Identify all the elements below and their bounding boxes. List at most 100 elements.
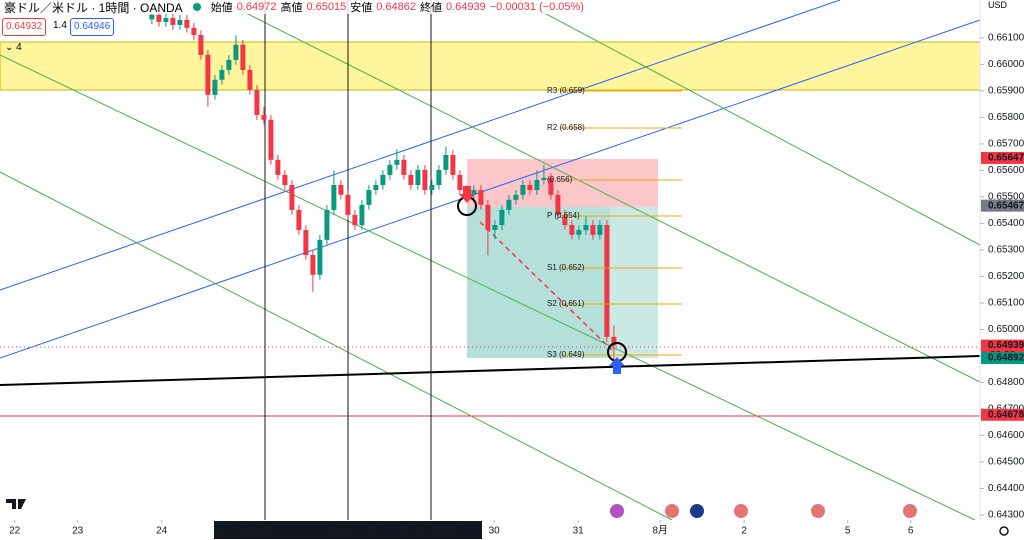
- time-label: 4-07-29 (月): [398, 525, 452, 537]
- candle-body: [422, 169, 428, 191]
- price-label: 0.65647: [988, 153, 1024, 164]
- pivot-label: R3 (0.659): [547, 86, 585, 95]
- change: −0.00031 (−0.05%): [489, 1, 584, 13]
- x-tick-label: 2: [741, 526, 747, 537]
- candle-body: [485, 204, 491, 231]
- candle-body: [198, 34, 204, 55]
- resistance-zone: [0, 41, 981, 91]
- event-icon[interactable]: [811, 504, 825, 518]
- candle-body: [590, 225, 596, 235]
- trend-line: [0, 355, 981, 386]
- candle-body: [436, 169, 442, 185]
- x-tick-label: 24: [156, 526, 168, 537]
- candle-body: [261, 115, 267, 120]
- candle-body: [478, 190, 484, 205]
- candle-body: [324, 209, 330, 240]
- ohlc-value: 0.64972: [236, 1, 277, 13]
- candle-body: [226, 59, 232, 70]
- event-icon[interactable]: [690, 504, 704, 518]
- buy-arrow: [609, 357, 625, 374]
- candle-body: [303, 230, 309, 255]
- path-line: [479, 221, 613, 351]
- candle-body: [387, 164, 393, 175]
- logo: [6, 499, 26, 509]
- candle-body: [506, 199, 512, 210]
- price-label: 0.64678: [988, 409, 1024, 420]
- x-tick-label: 22: [9, 526, 21, 537]
- x-tick-label: 30: [489, 526, 501, 537]
- candle-body: [492, 225, 498, 231]
- candle-body: [184, 19, 190, 28]
- event-icon[interactable]: [903, 504, 917, 518]
- candle-body: [611, 336, 617, 346]
- candle-body: [415, 169, 421, 185]
- time-label: 06:00: [456, 526, 481, 537]
- channel-line: [0, 54, 976, 521]
- price-label-box: [981, 408, 1024, 421]
- candle-body: [149, 14, 155, 20]
- candle-body: [233, 44, 239, 60]
- x-tick-label: 8月: [652, 525, 668, 537]
- indicator-toggle[interactable]: ⌄ 4: [5, 42, 22, 53]
- candle-body: [604, 225, 610, 337]
- annotations: [457, 186, 627, 374]
- candle-body: [583, 225, 589, 231]
- sell-button[interactable]: 0.64932: [2, 18, 47, 36]
- pivot-label: R2 (0.658): [547, 123, 585, 132]
- candle-body: [499, 209, 505, 226]
- candle-body: [443, 155, 449, 170]
- candle-body: [338, 184, 344, 195]
- y-tick-label: 0.65000: [988, 324, 1024, 335]
- event-icon[interactable]: [610, 504, 624, 518]
- axes: 0.66100 0.66000 0.65900 0.65800 0.65700 0.656…: [9, 33, 1024, 539]
- y-tick-label: 0.65700: [988, 139, 1024, 150]
- y-tick-label: 0.65600: [988, 165, 1024, 176]
- candle-body: [170, 18, 176, 25]
- candle-body: [520, 184, 526, 195]
- candle-body: [366, 190, 372, 205]
- candle-body: [569, 225, 575, 235]
- symbol[interactable]: 豪ドル／米ドル · 1時間 · OANDA: [4, 0, 183, 15]
- y-tick-label: 0.64400: [988, 483, 1024, 494]
- target-zone: [467, 207, 658, 358]
- spread: 1.4: [50, 18, 70, 34]
- candle-body: [268, 119, 274, 160]
- y-tick-label: 0.65800: [988, 112, 1024, 123]
- price-label: 0.64939: [988, 340, 1024, 351]
- candle-body: [219, 69, 225, 80]
- price-label-box: [981, 352, 1024, 365]
- candle-body: [275, 159, 281, 175]
- candle-body: [394, 159, 400, 165]
- price-label-box: [981, 151, 1024, 164]
- settings-icon[interactable]: [999, 526, 1009, 536]
- channel-line: [0, 19, 981, 359]
- candle-body: [576, 230, 582, 235]
- pivot-label: S2 (0.651): [547, 299, 585, 308]
- price-label: 0.64892: [988, 353, 1024, 364]
- ohlc-label: 安値: [350, 2, 373, 14]
- marks: R3 (0.659) R2 (0.658) (0.656) P (0.654) S1 (…: [149, 10, 682, 367]
- event-icon[interactable]: [665, 504, 679, 518]
- buy-button[interactable]: 0.64946: [70, 18, 115, 36]
- candle-body: [205, 54, 211, 95]
- pivot-label: S1 (0.652): [547, 263, 585, 272]
- time-label-box: [214, 521, 482, 539]
- candle-body: [471, 190, 477, 195]
- channel-line: [0, 171, 673, 521]
- target-zone-right: [610, 207, 658, 358]
- event-icon[interactable]: [734, 504, 748, 518]
- y-tick-label: 0.64300: [988, 510, 1024, 521]
- candle-body: [352, 214, 358, 226]
- channel-line: [0, 0, 841, 291]
- candle-body: [247, 69, 253, 90]
- y-tick-label: 0.65300: [988, 245, 1024, 256]
- y-tick-label: 0.66100: [988, 33, 1024, 44]
- candle-body: [177, 19, 183, 25]
- ohlc-label: 高値: [280, 2, 303, 14]
- time-label: 2024-07-25 (木): [218, 525, 289, 537]
- status-dot: [192, 3, 201, 11]
- x-tick-label: 31: [573, 526, 585, 537]
- candle-body: [156, 14, 162, 22]
- pivot-label: P (0.654): [547, 211, 580, 220]
